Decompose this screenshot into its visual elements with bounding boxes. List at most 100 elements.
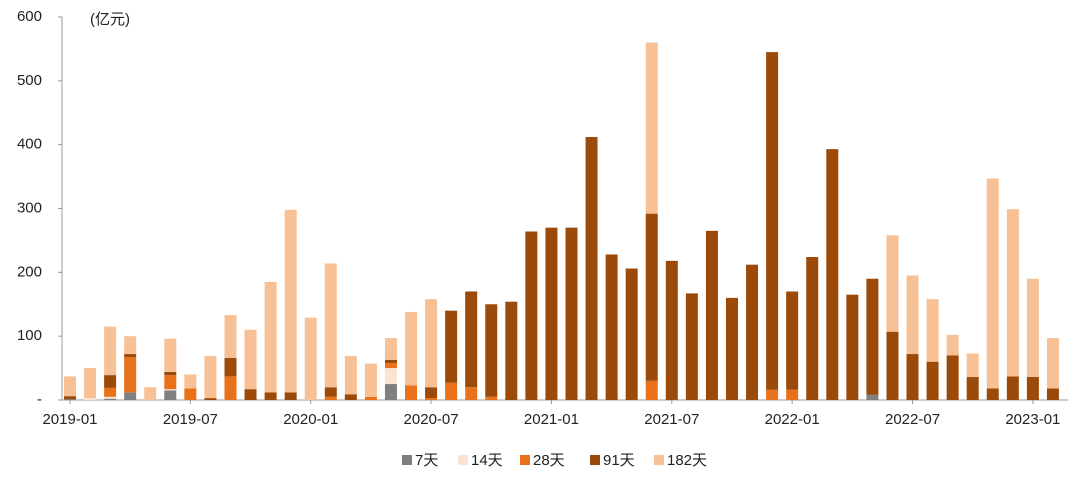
legend-swatch: [402, 455, 412, 465]
x-tick-label: 2021-01: [524, 411, 579, 428]
bar-segment: [645, 380, 658, 400]
bar-segment: [986, 178, 999, 389]
x-tick-label: 2021-07: [644, 411, 699, 428]
x-tick-label: 2022-07: [885, 411, 940, 428]
bar-segment: [104, 387, 117, 397]
unit-annotation: (亿元): [90, 11, 130, 28]
bar-segment: [786, 291, 799, 390]
bar-segment: [124, 392, 137, 400]
bar-segment: [224, 376, 237, 400]
bar-segment: [384, 338, 397, 360]
bar-segment: [645, 42, 658, 214]
bar-segment: [906, 275, 919, 355]
bar-segment: [926, 299, 939, 362]
bar-segment: [84, 368, 97, 399]
bar-segment: [144, 387, 157, 400]
bar-segment: [886, 235, 899, 332]
bar-segment: [324, 263, 337, 388]
x-tick-label: 2020-07: [404, 411, 459, 428]
bar-segment: [64, 376, 76, 397]
bar-segment: [224, 357, 237, 377]
bar-segment: [485, 396, 498, 400]
bar-segment: [786, 389, 799, 400]
bar-segment: [746, 264, 759, 400]
bar-segment: [184, 374, 197, 389]
bar-segment: [284, 392, 297, 400]
bar-segment: [344, 355, 357, 395]
x-tick-label: 2020-01: [283, 411, 338, 428]
bar-segment: [565, 227, 578, 400]
bar-segment: [766, 389, 779, 400]
bar-segment: [184, 388, 197, 400]
bar-segment: [946, 334, 959, 356]
legend-swatch: [458, 455, 468, 465]
bar-segment: [64, 399, 76, 400]
bar-segment: [224, 315, 237, 358]
bar-segment: [104, 398, 117, 400]
bar-segment: [384, 368, 397, 385]
bar-segment: [384, 384, 397, 400]
legend-label: 28天: [533, 452, 565, 469]
y-tick-label: 400: [17, 136, 42, 153]
legend-label: 182天: [667, 452, 707, 469]
bar-segment: [485, 304, 498, 397]
bar-segment: [465, 387, 478, 400]
bar-segment: [1046, 338, 1059, 389]
bar-segment: [1026, 278, 1039, 378]
bar-segment: [364, 396, 377, 400]
bar-segment: [324, 387, 337, 397]
y-tick-label: 500: [17, 72, 42, 89]
bar-segment: [705, 230, 718, 400]
bar-segment: [244, 329, 257, 390]
bar-segment: [405, 311, 418, 386]
bar-segment: [645, 213, 658, 381]
bar-segment: [846, 294, 859, 400]
bar-segment: [324, 396, 337, 400]
bar-segment: [725, 297, 738, 400]
bar-segment: [244, 389, 257, 400]
x-tick-label: 2019-07: [163, 411, 218, 428]
bar-segment: [425, 398, 438, 400]
bar-segment: [405, 385, 418, 400]
bar-segment: [806, 257, 819, 400]
legend-label: 14天: [471, 452, 503, 469]
bar-segment: [164, 375, 177, 390]
bar-segment: [124, 357, 137, 393]
legend-swatch: [654, 455, 664, 465]
bar-segment: [425, 387, 438, 399]
bar-segment: [1006, 209, 1019, 377]
bar-segment: [425, 299, 438, 388]
bar-segment: [445, 382, 458, 400]
bar-segment: [344, 394, 357, 400]
bar-segment: [284, 209, 297, 393]
bar-segment: [164, 390, 177, 400]
bar-segment: [525, 231, 538, 400]
bar-segment: [605, 254, 618, 400]
x-tick-label: 2022-01: [765, 411, 820, 428]
bar-segment: [104, 326, 117, 376]
bar-segment: [966, 377, 979, 400]
bar-segment: [384, 359, 397, 363]
bar-segment: [84, 398, 97, 400]
x-tick-label: 2023-01: [1005, 411, 1060, 428]
bar-segment: [685, 293, 698, 400]
bar-segment: [585, 137, 598, 401]
y-tick-label: -: [37, 391, 42, 408]
bar-segment: [104, 396, 117, 399]
bar-segment: [164, 338, 177, 372]
bar-segment: [164, 389, 177, 391]
bar-segment: [966, 353, 979, 378]
bar-segment: [665, 260, 678, 400]
bar-segment: [866, 278, 879, 395]
legend-label: 7天: [415, 452, 438, 469]
bar-segment: [986, 388, 999, 400]
bar-segment: [946, 355, 959, 400]
legend-swatch: [520, 455, 530, 465]
bar-segment: [124, 354, 137, 358]
y-tick-label: 600: [17, 8, 42, 25]
bar-segment: [64, 396, 76, 400]
bar-segment: [625, 268, 638, 400]
bar-segment: [886, 331, 899, 400]
bar-segment: [766, 52, 779, 390]
